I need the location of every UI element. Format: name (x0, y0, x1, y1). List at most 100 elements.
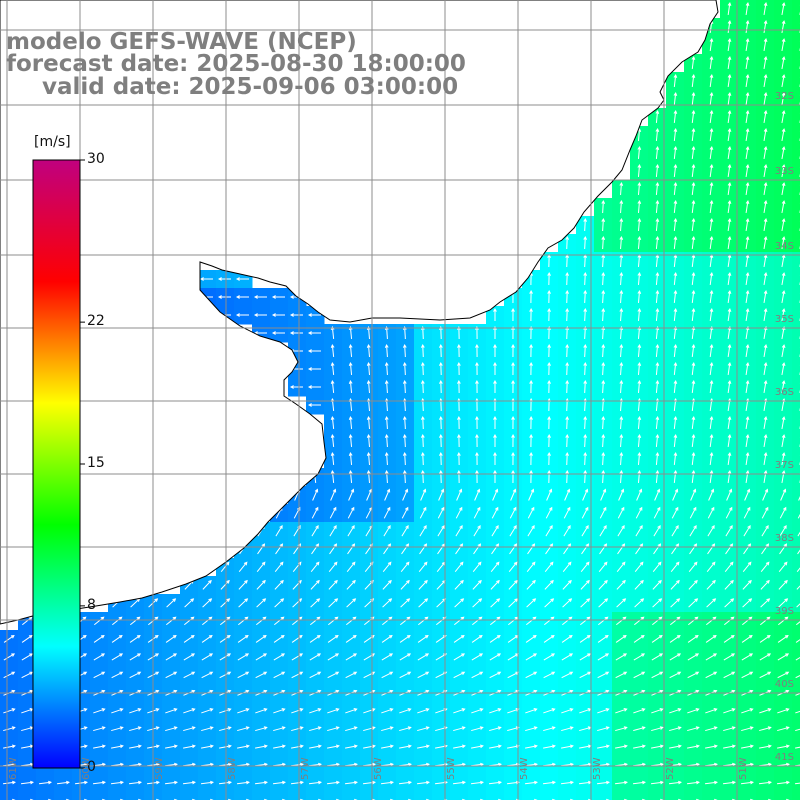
wind-arrow-shaft (709, 236, 713, 250)
wind-arrow-head (227, 708, 232, 712)
wind-arrow-head (209, 780, 214, 785)
wind-arrow-shaft (386, 344, 388, 358)
wind-arrow (760, 561, 770, 572)
wind-arrow-head (279, 524, 283, 529)
wind-arrow (709, 236, 714, 250)
wind-arrow-shaft (602, 434, 604, 448)
wind-arrow-shaft (566, 362, 568, 376)
wind-arrow-head (11, 653, 16, 657)
wind-arrow-head (512, 488, 517, 493)
wind-arrow-shaft (599, 525, 607, 537)
wind-arrow (763, 452, 768, 466)
wind-arrow (311, 543, 320, 555)
wind-arrow-shaft (723, 726, 735, 732)
wind-arrow-head (673, 361, 678, 367)
wind-arrow-head (172, 598, 177, 602)
wind-arrow (366, 343, 371, 358)
wind-arrow (420, 361, 425, 376)
wind-arrow-shaft (655, 128, 659, 142)
wind-arrow (399, 726, 412, 732)
wind-arrow-shaft (453, 708, 465, 714)
wind-arrow-shaft (561, 726, 573, 732)
wind-arrow-head (749, 653, 754, 657)
wind-arrow-shaft (272, 763, 286, 767)
wind-arrow (452, 762, 466, 767)
colorbar-tick-label: 15 (87, 455, 105, 471)
wind-arrow-head (515, 744, 520, 749)
wind-arrow (183, 744, 196, 749)
wind-arrow-shaft (436, 580, 446, 590)
wind-arrow-head (766, 634, 771, 639)
wind-arrow-head (605, 744, 610, 749)
wind-arrow-head (585, 561, 590, 566)
wind-arrow-head (353, 653, 358, 657)
wind-arrow-head (497, 653, 502, 657)
wind-arrow-head (547, 469, 551, 474)
wind-arrow-shaft (564, 489, 570, 501)
wind-arrow (255, 708, 268, 714)
wind-arrow-shaft (691, 308, 695, 322)
wind-arrow-head (496, 579, 500, 584)
wind-arrow (474, 488, 481, 501)
wind-arrow-head (497, 726, 502, 730)
wind-arrow (615, 634, 627, 643)
wind-arrow-shaft (509, 543, 517, 555)
wind-arrow-head (727, 380, 732, 385)
wind-arrow (745, 362, 750, 376)
wind-arrow (529, 469, 533, 484)
wind-arrow-shaft (507, 708, 519, 714)
wind-arrow (601, 271, 606, 286)
wind-arrow-head (602, 506, 607, 511)
wind-arrow-shaft (620, 182, 622, 196)
wind-arrow (238, 598, 249, 608)
wind-arrow (291, 671, 304, 679)
wind-arrow (776, 762, 790, 767)
wind-arrow (778, 561, 788, 572)
wind-arrow-head (263, 653, 268, 657)
wind-arrow-shaft (398, 763, 412, 767)
wind-arrow (691, 236, 696, 250)
wind-arrow-head (155, 671, 160, 676)
wind-arrow-shaft (778, 580, 788, 590)
wind-arrow-shaft (671, 525, 679, 537)
wind-arrow-head (457, 379, 461, 384)
wind-arrow-shaft (507, 653, 519, 661)
wind-arrow-head (745, 290, 750, 295)
wind-arrow-shaft (527, 543, 535, 555)
wind-arrow-shaft (620, 326, 622, 340)
wind-arrow-shaft (129, 635, 141, 643)
wind-arrow (763, 182, 768, 196)
wind-arrow-head (529, 451, 533, 456)
wind-arrow-head (217, 295, 222, 299)
wind-arrow (596, 780, 610, 785)
wind-arrow-shaft (687, 653, 699, 661)
wind-arrow-head (101, 780, 106, 785)
wind-arrow (727, 344, 732, 358)
wind-arrow-head (622, 634, 627, 639)
wind-arrow-shaft (759, 745, 771, 749)
wind-arrow-head (317, 762, 322, 767)
wind-arrow-shaft (111, 653, 123, 661)
wind-arrow (795, 710, 800, 714)
wind-arrow (547, 361, 551, 376)
wind-arrow-shaft (471, 671, 483, 679)
wind-arrow-head (461, 671, 466, 676)
wind-arrow-shaft (566, 236, 568, 250)
wind-arrow (655, 433, 660, 448)
wind-arrow-shaft (525, 671, 537, 679)
wind-arrow-shaft (724, 598, 734, 608)
wind-arrow (763, 470, 768, 484)
wind-arrow (691, 200, 696, 214)
wind-arrow (634, 579, 644, 590)
wind-arrow-head (479, 689, 484, 694)
wind-arrow-head (316, 579, 320, 584)
wind-arrow-head (307, 331, 312, 335)
wind-arrow (508, 579, 518, 590)
wind-arrow-head (515, 762, 520, 767)
wind-arrow-shaft (781, 237, 785, 249)
wind-arrow-head (605, 653, 610, 657)
wind-arrow-head (781, 146, 786, 151)
wind-arrow-shaft (219, 745, 231, 749)
wind-arrow-head (763, 182, 768, 187)
wind-arrow-shaft (709, 362, 713, 376)
